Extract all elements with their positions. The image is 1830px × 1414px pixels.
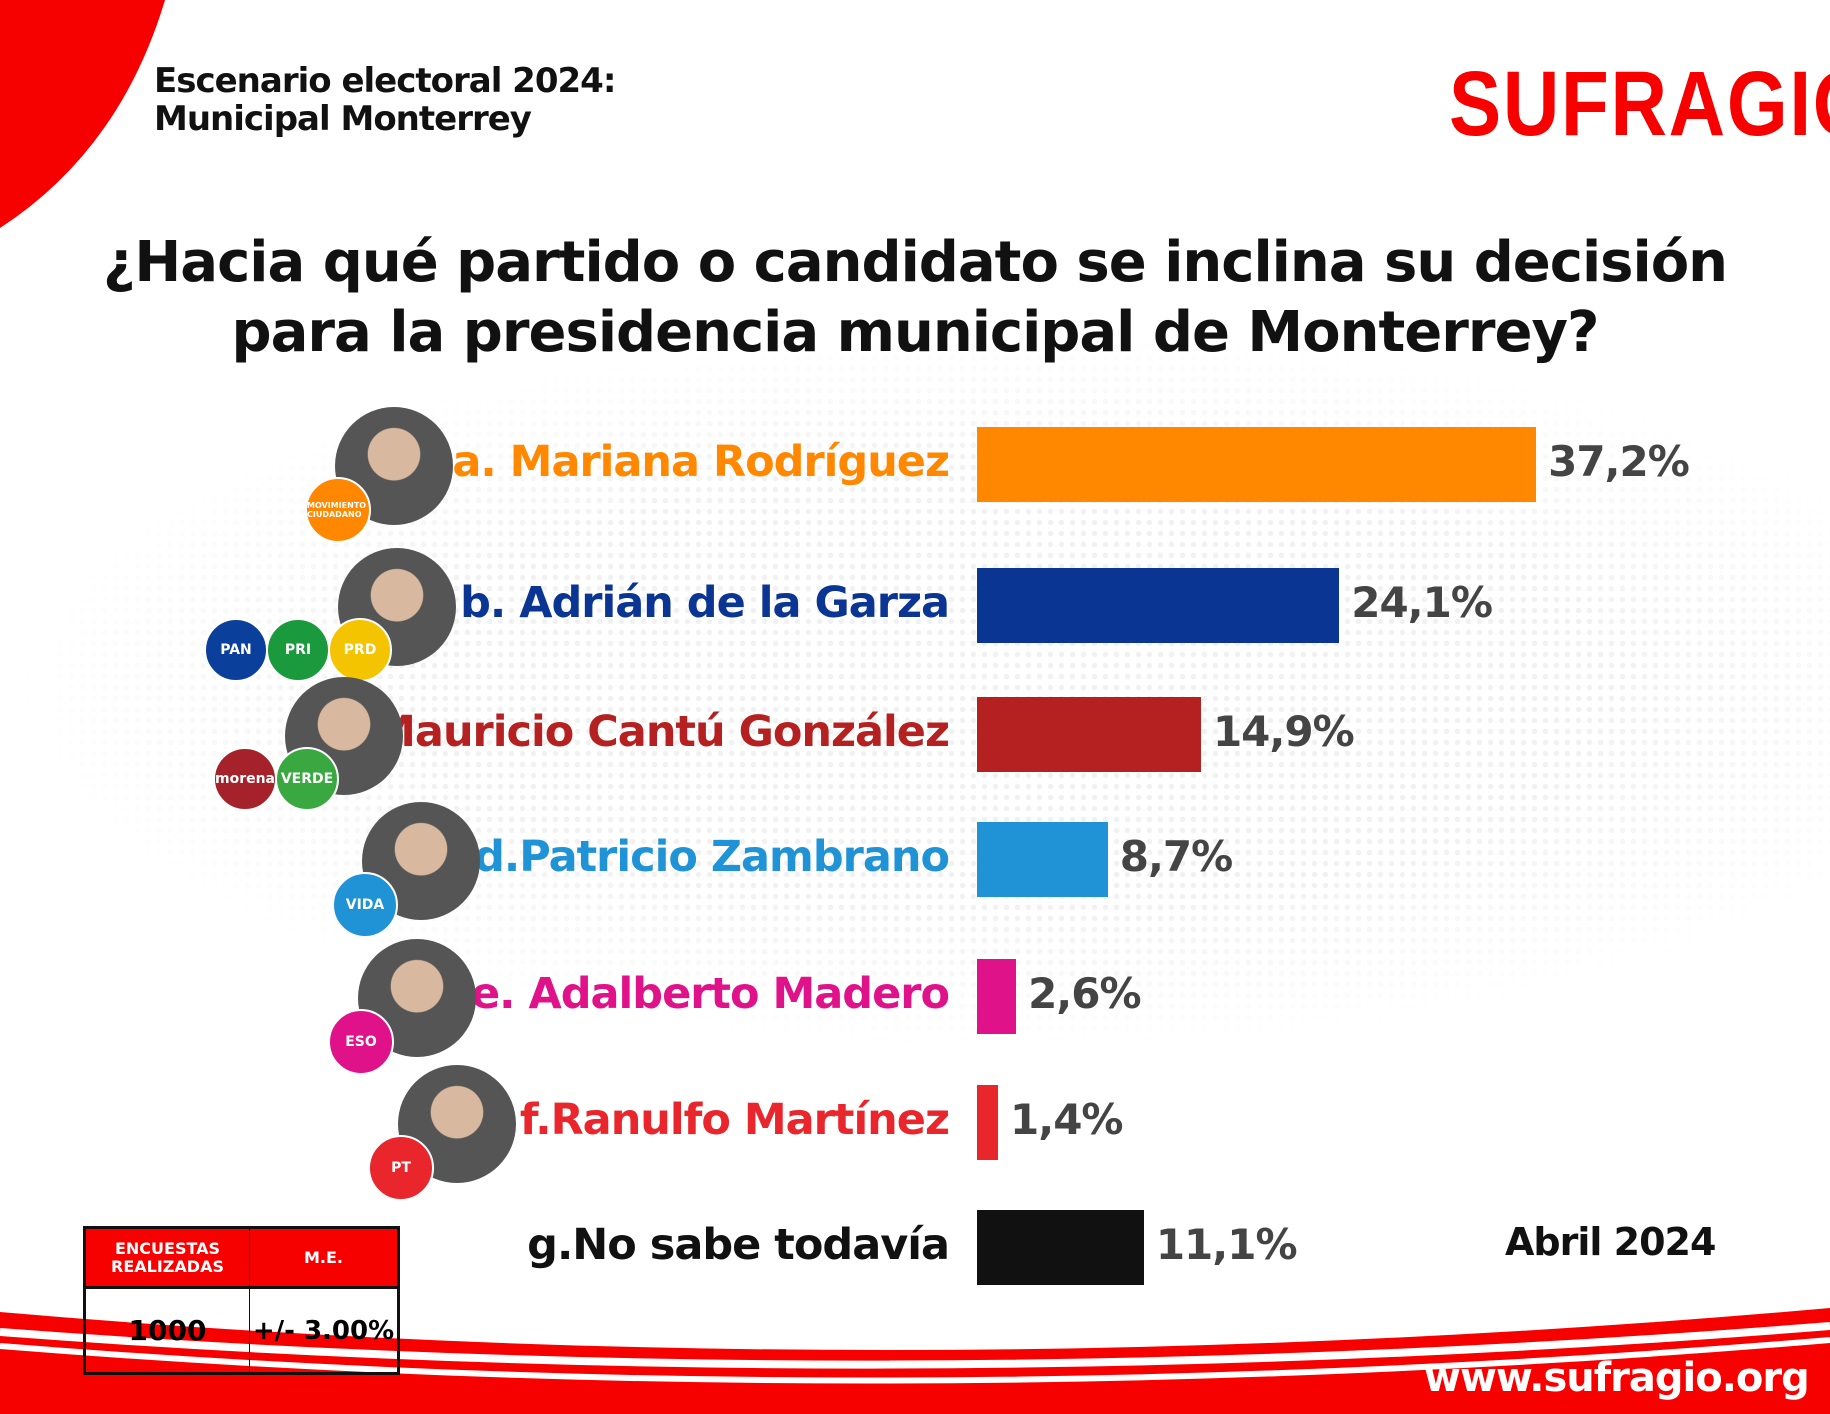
party-logo-verde: VERDE bbox=[275, 747, 339, 811]
question-line1: ¿Hacia qué partido o candidato se inclin… bbox=[102, 230, 1728, 295]
bar bbox=[977, 427, 1537, 502]
bar bbox=[977, 568, 1340, 643]
encuestas-value: 1000 bbox=[84, 1287, 250, 1374]
bar-label: g.No sabe todavía bbox=[527, 1220, 950, 1270]
question-title: ¿Hacia qué partido o candidato se inclin… bbox=[0, 228, 1830, 368]
header-line2: Municipal Monterrey bbox=[154, 99, 532, 139]
value-label: 14,9% bbox=[1212, 707, 1355, 756]
bar-label: c.Mauricio Cantú González bbox=[333, 707, 950, 757]
bar bbox=[977, 959, 1017, 1034]
party-logo-prd: PRD bbox=[328, 618, 392, 682]
header-title: Escenario electoral 2024: Municipal Monte… bbox=[154, 61, 616, 139]
party-logo-pan: PAN bbox=[204, 618, 268, 682]
question-line2: para la presidencia municipal de Monterr… bbox=[231, 300, 1600, 365]
value-label: 1,4% bbox=[1010, 1095, 1123, 1144]
value-label: 24,1% bbox=[1351, 578, 1493, 627]
value-label: 37,2% bbox=[1548, 437, 1690, 486]
party-logo-eso: ESO bbox=[328, 1009, 394, 1075]
header-line1: Escenario electoral 2024: bbox=[154, 61, 616, 101]
bar bbox=[977, 822, 1108, 897]
bar bbox=[977, 697, 1201, 772]
bar-label: a. Mariana Rodríguez bbox=[452, 437, 950, 487]
bar bbox=[977, 1085, 999, 1160]
party-logo-vida: VIDA bbox=[332, 872, 398, 938]
me-value: +/- 3.00% bbox=[252, 1315, 395, 1346]
header-encuestas: ENCUESTAS REALIZADAS bbox=[84, 1227, 250, 1288]
date-label: Abril 2024 bbox=[1505, 1220, 1716, 1264]
header-me: M.E. bbox=[303, 1247, 343, 1267]
value-label: 8,7% bbox=[1119, 832, 1233, 881]
party-logo-morena: morena bbox=[213, 747, 277, 811]
website-link[interactable]: www.sufragio.org bbox=[1424, 1355, 1810, 1401]
party-logo-movimiento-ciudadano: MOVIMIENTO CIUDADANO bbox=[305, 477, 371, 543]
footer-wave bbox=[0, 1308, 1830, 1414]
party-logo-pri: PRI bbox=[266, 618, 330, 682]
party-logo-pt: PT bbox=[368, 1135, 434, 1201]
sufragio-logo: SUFRAGIO bbox=[1449, 53, 1830, 155]
bar bbox=[977, 1210, 1144, 1285]
value-label: 11,1% bbox=[1155, 1220, 1298, 1269]
corner-arc bbox=[0, 0, 165, 228]
bar-label: f.Ranulfo Martínez bbox=[519, 1095, 950, 1145]
bar-label: d.Patricio Zambrano bbox=[474, 832, 950, 882]
bar-label: b. Adrián de la Garza bbox=[460, 578, 950, 628]
bar-label: e. Adalberto Madero bbox=[471, 969, 950, 1019]
survey-table: ENCUESTAS REALIZADAS M.E. 1000 +/- 3.00% bbox=[83, 1226, 400, 1375]
value-label: 2,6% bbox=[1028, 969, 1141, 1018]
